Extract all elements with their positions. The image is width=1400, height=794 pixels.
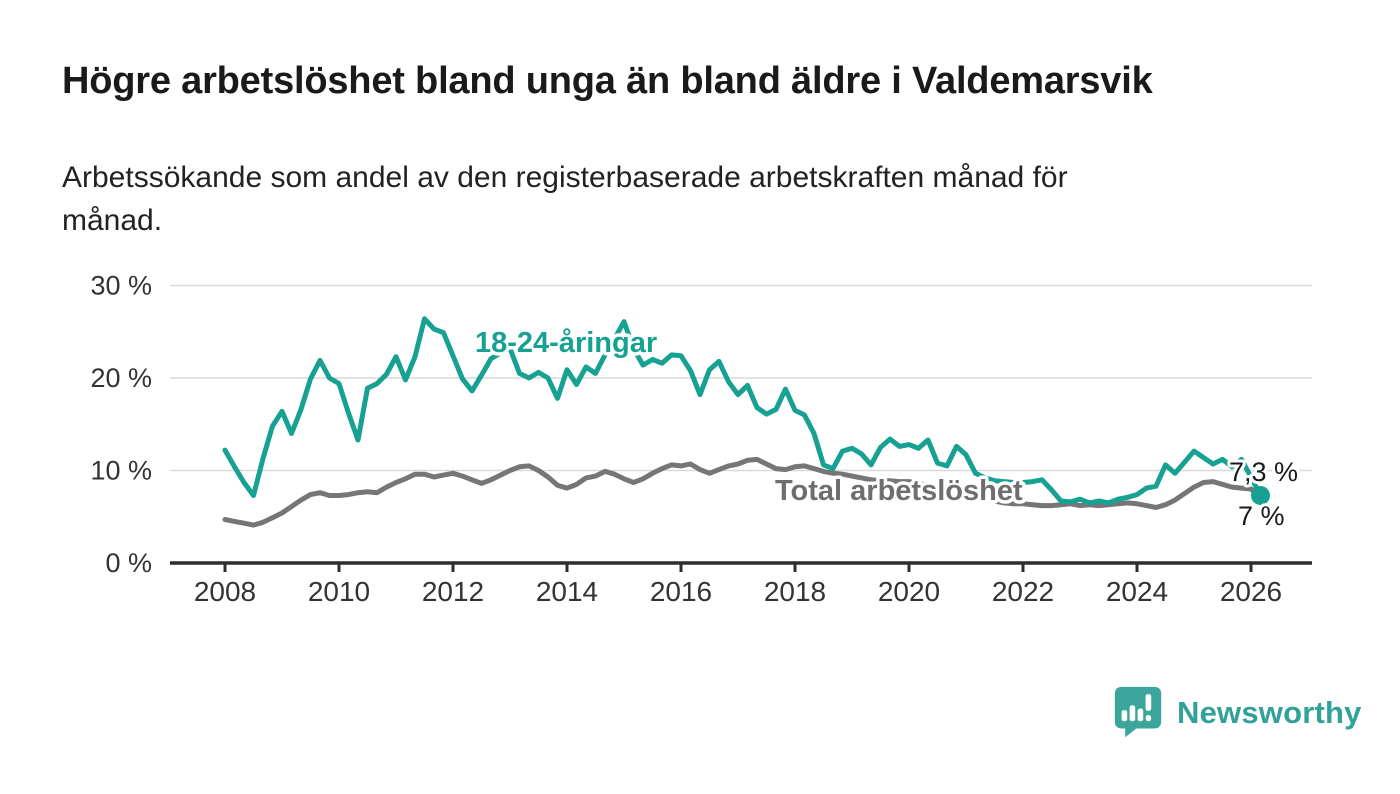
y-axis-tick-label: 30 % [90,271,152,301]
series-end-dot [1251,485,1270,505]
y-axis-tick-label: 0 % [105,548,152,578]
x-axis-tick-label: 2018 [764,576,826,607]
x-axis-tick-label: 2008 [194,576,256,607]
x-axis-tick-label: 2012 [422,576,484,607]
chart-subtitle-line2: månad. [62,204,163,237]
x-axis-tick-label: 2022 [992,576,1054,607]
newsworthy-wordmark: Newsworthy [1177,694,1362,730]
series-line-18-24-åringar [222,316,1263,506]
series-line-total-arbetslöshet [222,456,1263,528]
x-axis-tick-label: 2016 [650,576,712,607]
x-axis-tick-label: 2026 [1220,576,1282,607]
chart-subtitle: Arbetssökande som andel av den registerb… [62,156,1068,242]
newsworthy-logo: Newsworthy [1114,686,1362,739]
speech-bubble-bar-chart-icon [1114,686,1162,738]
x-axis-tick-label: 2014 [536,576,598,607]
series-label-young: 18-24-åringar [475,327,657,359]
x-axis-tick-label: 2024 [1106,576,1168,607]
x-axis-tick-label: 2010 [308,576,370,607]
series-label-total: Total arbetslöshet [775,475,1023,507]
latest-value-label: 7 % [1238,501,1285,531]
chart-subtitle-line1: Arbetssökande som andel av den registerb… [62,161,1068,194]
page-title: Högre arbetslöshet bland unga än bland ä… [62,60,1153,102]
x-axis-tick-label: 2020 [878,576,940,607]
y-axis-tick-label: 10 % [90,456,152,486]
latest-value-label: 7,3 % [1229,457,1298,487]
y-axis-tick-label: 20 % [90,363,152,393]
